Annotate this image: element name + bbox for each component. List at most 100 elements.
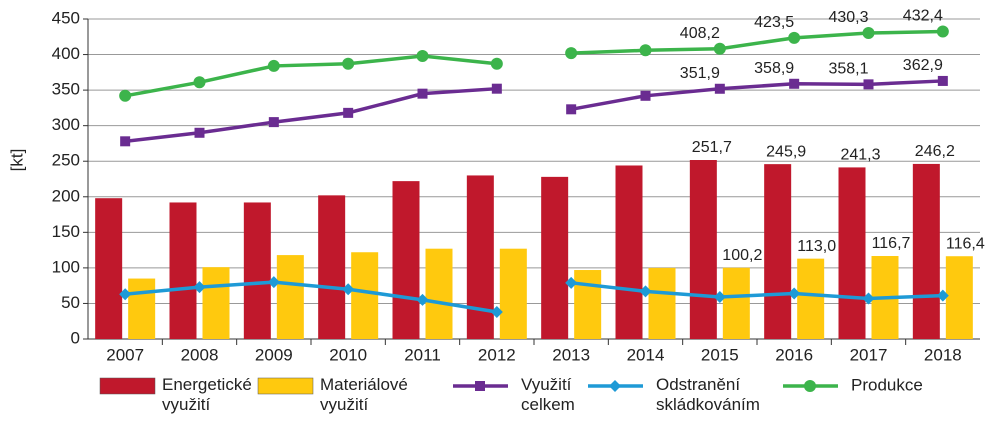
y-tick-label: 250 xyxy=(52,151,80,170)
x-tick-label: 2017 xyxy=(850,345,888,364)
bar xyxy=(945,256,973,339)
legend-marker xyxy=(804,380,816,392)
line-marker xyxy=(490,57,503,70)
line-marker xyxy=(714,83,725,94)
line-marker xyxy=(936,289,949,302)
value-label: 351,9 xyxy=(680,65,720,82)
value-label: 113,0 xyxy=(797,238,836,255)
line xyxy=(570,281,943,301)
line xyxy=(570,79,943,112)
bar xyxy=(276,255,304,339)
line-marker xyxy=(120,136,131,147)
line-marker xyxy=(490,305,503,318)
line-marker xyxy=(639,285,652,298)
bar xyxy=(128,278,156,339)
line-marker xyxy=(342,283,355,296)
line-marker xyxy=(267,59,280,72)
x-tick-label: 2011 xyxy=(404,345,441,364)
line-marker xyxy=(863,79,874,90)
value-label: 241,3 xyxy=(840,147,880,164)
x-tick-label: 2007 xyxy=(106,345,144,364)
x-tick-label: 2012 xyxy=(478,345,516,364)
y-tick-label: 400 xyxy=(52,44,80,63)
y-tick-label: 200 xyxy=(52,186,80,205)
bar xyxy=(764,164,792,339)
bar xyxy=(797,258,825,339)
line-marker xyxy=(491,83,502,94)
line-marker xyxy=(342,57,355,70)
bar xyxy=(392,181,420,339)
line-marker xyxy=(268,117,279,128)
line-marker xyxy=(566,104,577,115)
line-marker xyxy=(417,88,428,99)
value-label: 100,2 xyxy=(722,247,762,264)
bar xyxy=(838,167,866,339)
y-tick-label: 100 xyxy=(52,257,80,276)
bar xyxy=(541,176,569,339)
legend-marker xyxy=(609,380,621,392)
legend-label: Využití celkem xyxy=(521,375,575,414)
bar xyxy=(574,270,602,339)
value-label: 116,4 xyxy=(946,235,985,252)
value-label: 408,2 xyxy=(680,25,720,42)
value-label: 423,5 xyxy=(754,14,794,31)
bar xyxy=(169,202,197,339)
value-label: 358,1 xyxy=(828,61,868,78)
line-marker xyxy=(639,44,652,57)
y-tick-label: 450 xyxy=(52,8,80,27)
line-marker xyxy=(343,107,354,118)
line-marker xyxy=(565,47,578,60)
line xyxy=(124,86,497,144)
legend-marker xyxy=(475,381,485,391)
line-marker xyxy=(789,78,800,89)
legend-label: Materiálové využití xyxy=(320,375,408,414)
line-marker xyxy=(788,31,801,44)
line-marker xyxy=(193,76,206,89)
bar xyxy=(615,165,643,339)
legend-swatch xyxy=(99,377,156,395)
line-marker xyxy=(119,89,132,102)
value-label: 116,7 xyxy=(872,235,911,252)
line xyxy=(571,29,943,55)
bar xyxy=(425,248,453,339)
y-tick-label: 50 xyxy=(61,293,80,312)
x-tick-label: 2013 xyxy=(552,345,590,364)
x-tick-label: 2008 xyxy=(181,345,219,364)
legend-label: Energetické využití xyxy=(162,375,252,414)
bar xyxy=(243,202,271,339)
x-tick-label: 2014 xyxy=(627,345,665,364)
y-tick-label: 300 xyxy=(52,115,80,134)
line-marker xyxy=(640,90,651,101)
x-tick-label: 2018 xyxy=(924,345,962,364)
line-marker xyxy=(936,25,949,38)
bar xyxy=(202,267,230,339)
legend-label: Produkce xyxy=(851,375,923,394)
value-label: 358,9 xyxy=(754,60,794,77)
value-label: 251,7 xyxy=(692,139,732,156)
line-marker xyxy=(194,127,205,138)
y-tick-label: 0 xyxy=(71,328,80,347)
line-marker xyxy=(862,292,875,305)
line-marker xyxy=(862,27,875,40)
bar xyxy=(689,160,717,339)
value-label: 362,9 xyxy=(903,57,943,74)
bar xyxy=(912,163,940,339)
line-marker xyxy=(565,276,578,289)
line-marker xyxy=(788,287,801,300)
line-marker xyxy=(713,42,726,55)
legend-label: Odstranění skládkováním xyxy=(656,375,760,414)
y-tick-label: 150 xyxy=(52,222,80,241)
line xyxy=(125,280,498,314)
bar xyxy=(351,252,379,339)
bar xyxy=(95,198,123,339)
y-tick-label: 350 xyxy=(52,80,80,99)
line-marker xyxy=(416,293,429,306)
x-tick-label: 2015 xyxy=(701,345,739,364)
value-label: 246,2 xyxy=(915,143,955,160)
bar xyxy=(318,195,346,339)
x-tick-label: 2009 xyxy=(255,345,293,364)
line-marker xyxy=(416,49,429,62)
bar xyxy=(499,248,527,339)
line-marker xyxy=(193,281,206,294)
